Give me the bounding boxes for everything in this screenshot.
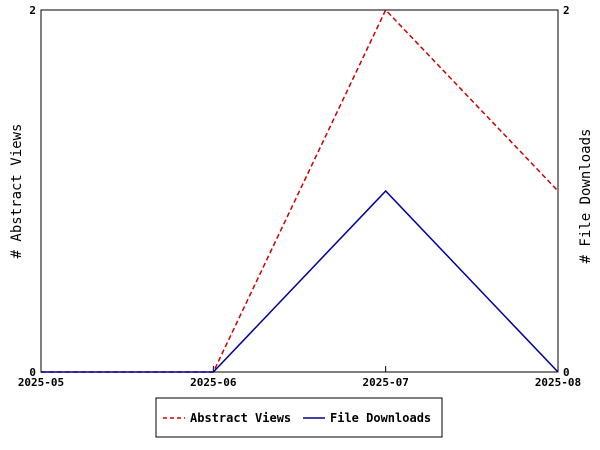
x-tick-label: 2025-07 [362, 376, 408, 389]
x-tick-label: 2025-08 [535, 376, 581, 389]
legend: Abstract Views File Downloads [155, 397, 443, 438]
legend-box [155, 397, 443, 438]
right-y-tick-bottom: 0 [563, 366, 570, 379]
legend-label-file-downloads: File Downloads [330, 411, 431, 425]
x-tick-label: 2025-06 [190, 376, 237, 389]
right-y-axis-title: # File Downloads [578, 129, 594, 264]
left-y-tick-bottom: 0 [29, 366, 36, 379]
legend-label-abstract-views: Abstract Views [190, 411, 291, 425]
series-line-abstract-views [41, 8, 559, 373]
series-layer [41, 8, 559, 373]
x-tick-label: 2025-05 [18, 376, 64, 389]
x-axis: 2025-05 2025-06 2025-07 2025-08 [18, 366, 581, 389]
series-line-file-downloads [41, 189, 559, 373]
left-y-axis-title: # Abstract Views [9, 124, 25, 259]
right-y-tick-top: 2 [563, 4, 570, 17]
left-y-tick-top: 2 [29, 4, 36, 17]
